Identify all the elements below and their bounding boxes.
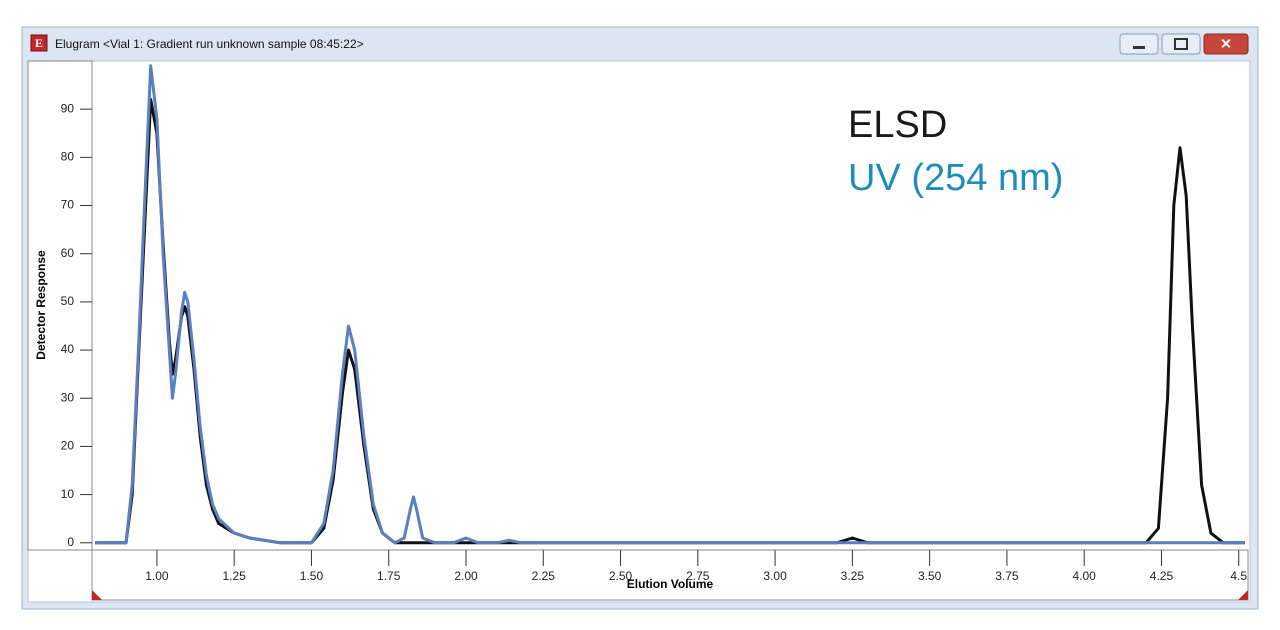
close-icon: ✕ (1220, 36, 1232, 52)
x-tick-label: 3.75 (995, 569, 1019, 583)
scroll-marker (1238, 590, 1248, 600)
minimize-icon (1133, 46, 1145, 49)
y-tick-label: 20 (61, 439, 75, 453)
y-tick-label: 40 (61, 342, 75, 356)
x-tick-label: 3.00 (763, 569, 787, 583)
y-tick-label: 80 (61, 150, 75, 164)
x-tick-label: 4.00 (1073, 569, 1097, 583)
x-tick-label: 2.75 (686, 569, 710, 583)
legend-label: UV (254 nm) (848, 157, 1063, 199)
x-axis-panel (91, 549, 1249, 601)
x-tick-label: 2.00 (454, 569, 478, 583)
app-icon-letter: E (35, 36, 43, 50)
minimize-button[interactable] (1119, 33, 1159, 55)
scroll-marker (92, 590, 102, 600)
x-tick-label: 3.50 (918, 569, 942, 583)
y-tick-label: 90 (61, 101, 75, 115)
plot-area (95, 64, 1245, 545)
close-button[interactable] (1203, 33, 1249, 55)
y-axis-label: Detector Response (34, 250, 48, 360)
y-tick-label: 30 (61, 390, 75, 404)
legend-label: ELSD (848, 104, 947, 146)
y-tick-label: 60 (61, 246, 75, 260)
x-tick-label: 1.25 (223, 569, 247, 583)
maximize-button[interactable] (1161, 33, 1201, 55)
x-tick-label: 1.50 (300, 569, 324, 583)
window-title: Elugram <Vial 1: Gradient run unknown sa… (55, 37, 364, 51)
x-tick-label: 1.00 (145, 569, 169, 583)
app-icon (30, 34, 48, 52)
x-tick-label: 2.25 (532, 569, 556, 583)
x-tick-label: 4.5 (1230, 569, 1247, 583)
client-area (27, 60, 1251, 603)
x-tick-label: 4.25 (1150, 569, 1174, 583)
y-tick-label: 70 (61, 198, 75, 212)
x-axis-label: Elution Volume (627, 577, 714, 591)
x-tick-label: 1.75 (377, 569, 401, 583)
maximize-icon (1174, 38, 1188, 50)
series-line (95, 64, 1245, 545)
y-tick-label: 0 (67, 535, 74, 549)
y-tick-label: 50 (61, 294, 75, 308)
y-tick-label: 10 (61, 487, 75, 501)
x-tick-label: 3.25 (841, 569, 865, 583)
x-tick-label: 2.50 (609, 569, 633, 583)
y-axis-panel (27, 60, 93, 551)
